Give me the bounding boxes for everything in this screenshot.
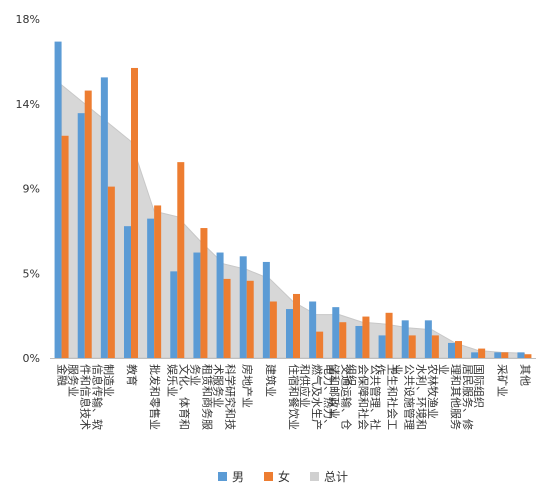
bar-female-18: [478, 348, 486, 358]
bar-female-12: [339, 322, 347, 358]
bar-male-16: [424, 320, 432, 358]
bar-male-3: [124, 226, 131, 358]
y-tick-label: 18%: [16, 13, 40, 26]
x-category-label: 金融: [56, 364, 70, 386]
x-category-label: 公共管理、社会保障和社会组织: [344, 364, 382, 430]
bar-female-2: [107, 186, 115, 358]
bar-male-8: [239, 256, 247, 358]
bar-female-15: [408, 335, 416, 358]
bar-male-2: [100, 77, 108, 358]
x-category-label: 电力、热力、燃气及水生产和供应业: [298, 364, 335, 430]
legend-label-total: 总计: [324, 470, 348, 484]
bar-male-0: [54, 41, 62, 358]
legend-swatch-female: [264, 472, 273, 481]
bar-female-3: [131, 67, 138, 358]
x-category-label: 卫生和社会工作: [374, 364, 400, 430]
x-category-label: 信息传输、软件和信息技术服务业: [67, 364, 105, 430]
x-category-label: 制造业: [102, 364, 116, 397]
x-category-label: 租赁和商务服务业: [188, 364, 214, 430]
x-category-label: 采矿业: [495, 364, 508, 397]
x-category-label: 交通运输、仓储和邮政业: [327, 364, 353, 430]
bar-female-0: [61, 135, 69, 358]
bar-female-19: [501, 352, 509, 358]
bar-male-6: [193, 252, 201, 358]
x-category-label: 房地产业: [241, 364, 255, 408]
bar-male-20: [517, 352, 525, 358]
bar-female-11: [316, 331, 324, 358]
x-category-label: 其他: [518, 364, 531, 386]
bar-male-15: [401, 320, 409, 358]
bar-male-7: [216, 252, 224, 358]
x-category-label: 国际组织: [472, 364, 486, 408]
x-category-label: 住宿和餐饮业: [287, 364, 301, 430]
bar-female-17: [455, 341, 462, 358]
bar-male-19: [494, 352, 502, 358]
legend-swatch-total: [310, 472, 319, 481]
y-tick-label: 5%: [23, 267, 40, 280]
y-tick-label: 14%: [16, 98, 40, 111]
bar-male-5: [170, 271, 178, 358]
bar-female-1: [84, 90, 92, 359]
bar-male-4: [147, 218, 155, 358]
bar-male-12: [332, 307, 340, 358]
bar-female-14: [385, 312, 393, 358]
x-category-label: 批发和零售业: [148, 364, 162, 430]
x-category-label: 农林牧渔业: [426, 364, 440, 419]
bar-female-6: [200, 228, 208, 358]
bar-male-9: [262, 261, 270, 358]
legend-label-male: 男: [232, 470, 244, 484]
bar-female-7: [223, 278, 231, 358]
x-category-label: 水利、环境和公共设施管理业: [391, 364, 429, 430]
bar-female-9: [269, 301, 277, 358]
legend-label-female: 女: [278, 469, 290, 484]
bar-female-8: [246, 280, 254, 358]
bar-male-11: [309, 301, 317, 358]
x-category-label: 科学研究和技术服务业: [212, 364, 238, 430]
bar-female-4: [154, 205, 162, 358]
y-tick-label: 9%: [23, 183, 40, 196]
x-category-label: 居民服务、修理和其他服务业: [437, 364, 475, 430]
bar-male-17: [448, 342, 455, 358]
x-category-label: 文化、体育和娱乐业: [165, 364, 191, 430]
bar-female-10: [293, 293, 300, 358]
bar-male-13: [355, 325, 363, 358]
bar-male-10: [286, 309, 293, 358]
x-category-label: 教育: [125, 364, 139, 386]
bar-male-1: [77, 113, 85, 359]
bar-male-14: [378, 335, 386, 358]
bar-female-20: [524, 354, 532, 358]
legend-swatch-male: [218, 472, 227, 481]
bar-female-13: [362, 316, 370, 358]
x-category-label: 建筑业: [264, 364, 278, 397]
bar-female-16: [431, 335, 439, 358]
bar-male-18: [471, 352, 479, 358]
y-tick-label: 0%: [23, 352, 40, 365]
bar-female-5: [177, 162, 185, 358]
